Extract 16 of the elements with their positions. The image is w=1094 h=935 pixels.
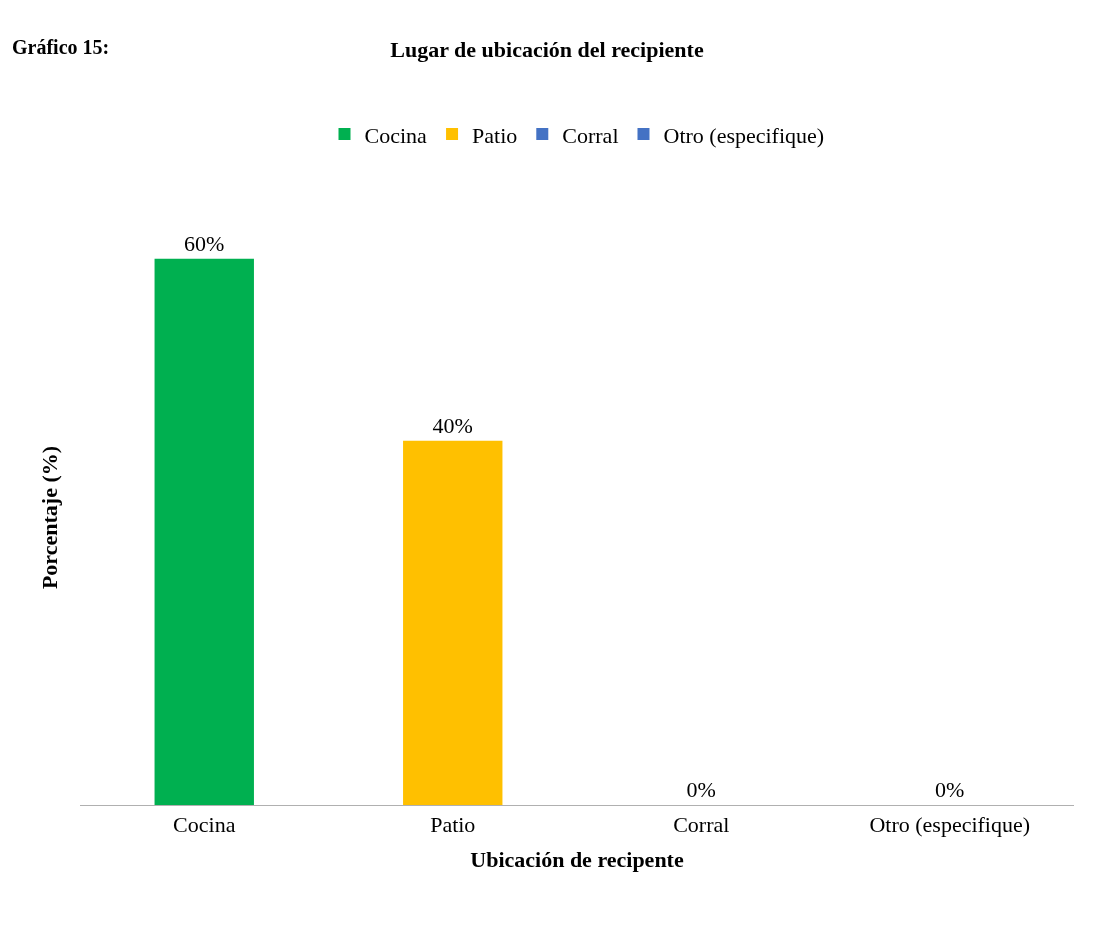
y-axis-title: Porcentaje (%)	[36, 445, 62, 590]
data-label: 40%	[432, 412, 473, 438]
legend-label: Patio	[472, 122, 518, 148]
legend-label: Corral	[562, 122, 619, 148]
legend-label: Cocina	[364, 122, 428, 148]
data-label: 60%	[184, 230, 225, 256]
x-tick-label: Corral	[673, 812, 730, 838]
data-label: 0%	[935, 777, 965, 802]
x-axis-title: Ubicación de recipente	[470, 847, 684, 873]
data-label: 0%	[686, 777, 716, 802]
legend-label: Otro (especifique)	[663, 122, 825, 148]
x-tick-label: Patio	[430, 812, 476, 838]
x-tick-label: Cocina	[173, 812, 236, 838]
text: Gráfico 15:	[12, 36, 110, 58]
chart-title: Lugar de ubicación del recipiente	[390, 37, 704, 63]
x-tick-label: Otro (especifique)	[869, 812, 1031, 838]
